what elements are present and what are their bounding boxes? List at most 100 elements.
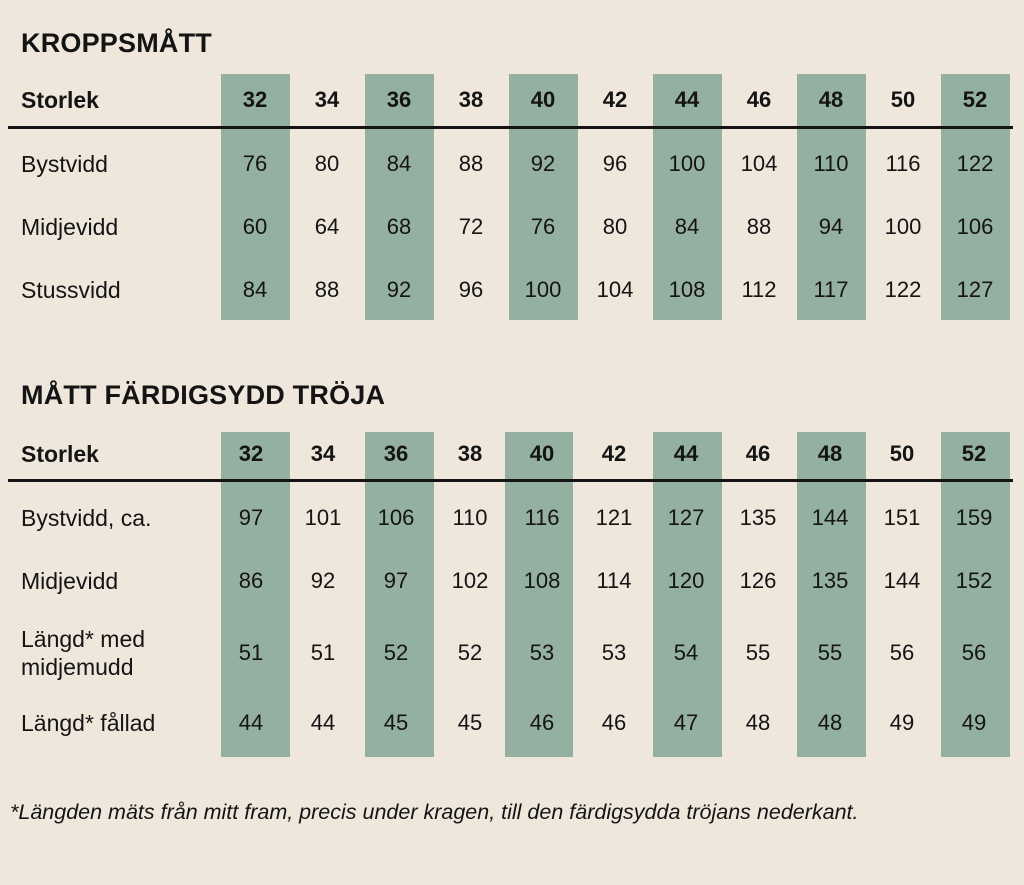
table-row: Bystvidd 76 80 84 88 92 96 100 104 110 1…	[0, 144, 1024, 184]
column-shade	[365, 74, 434, 320]
table-cell: 97	[383, 568, 409, 593]
table-cell: 117	[813, 277, 849, 302]
table-cell: 127	[667, 505, 705, 530]
table-cell: 56	[889, 640, 915, 665]
column-shade	[941, 432, 1010, 757]
table-cell: 44	[238, 710, 264, 735]
table-cell: 76	[242, 151, 268, 176]
header-label: Storlek	[21, 87, 99, 113]
table-cell: 88	[746, 214, 772, 239]
size-header: 44	[673, 441, 699, 466]
body-measurements-table: Storlek 32 34 36 38 40 42 44 46 48 50 52…	[0, 74, 1024, 320]
size-header: 34	[310, 441, 336, 466]
size-header: 46	[745, 441, 771, 466]
table-cell: 56	[961, 640, 987, 665]
table-cell: 144	[811, 505, 849, 530]
table-cell: 44	[310, 710, 336, 735]
row-label: Bystvidd, ca.	[21, 505, 152, 531]
header-divider	[8, 126, 1013, 129]
table-cell: 86	[238, 568, 264, 593]
header-label: Storlek	[21, 441, 99, 467]
column-shade	[941, 74, 1010, 320]
table-cell: 68	[386, 214, 412, 239]
table-cell: 97	[238, 505, 264, 530]
table-cell: 110	[452, 505, 488, 530]
table-cell: 144	[883, 568, 921, 593]
table-cell: 76	[530, 214, 556, 239]
size-header: 32	[238, 441, 264, 466]
column-shade	[653, 74, 722, 320]
table-cell: 72	[458, 214, 484, 239]
table-cell: 122	[884, 277, 922, 302]
table-cell: 108	[523, 568, 561, 593]
table-cell: 64	[314, 214, 340, 239]
table-cell: 106	[956, 214, 994, 239]
column-shade	[653, 432, 722, 757]
table-cell: 80	[602, 214, 628, 239]
table-cell: 114	[596, 568, 632, 593]
table-cell: 92	[530, 151, 556, 176]
table-cell: 60	[242, 214, 268, 239]
row-label: Stussvidd	[21, 277, 121, 303]
table-2-title: MÅTT FÄRDIGSYDD TRÖJA	[21, 380, 386, 410]
table-cell: 104	[740, 151, 778, 176]
table-cell: 110	[813, 151, 849, 176]
table-cell: 52	[457, 640, 483, 665]
table-cell: 126	[739, 568, 777, 593]
size-header: 50	[890, 87, 916, 112]
table-cell: 55	[817, 640, 843, 665]
size-header: 40	[530, 87, 556, 112]
table-cell: 127	[956, 277, 994, 302]
table-cell: 159	[955, 505, 993, 530]
column-shade	[365, 432, 434, 757]
table-cell: 122	[956, 151, 994, 176]
size-header: 48	[817, 441, 843, 466]
table-cell: 54	[673, 640, 699, 665]
table-cell: 48	[745, 710, 771, 735]
table-cell: 101	[304, 505, 342, 530]
column-shade	[797, 74, 866, 320]
table-cell: 55	[745, 640, 771, 665]
size-header: 38	[458, 87, 484, 112]
table-cell: 100	[884, 214, 922, 239]
size-header: 36	[386, 87, 412, 112]
row-label: Midjevidd	[21, 214, 119, 240]
column-shade	[509, 74, 578, 320]
table-cell: 53	[529, 640, 555, 665]
table-row: Stussvidd 84 88 92 96 100 104 108 112 11…	[0, 270, 1024, 310]
table-cell: 47	[673, 710, 699, 735]
header-divider	[8, 479, 1013, 482]
table-cell: 92	[386, 277, 412, 302]
table-cell: 88	[314, 277, 340, 302]
size-header: 48	[818, 87, 844, 112]
column-shade	[221, 74, 290, 320]
size-header: 46	[746, 87, 772, 112]
column-shade	[797, 432, 866, 757]
table-cell: 152	[955, 568, 993, 593]
row-label: Midjevidd	[21, 568, 119, 594]
size-header: 36	[383, 441, 409, 466]
table-cell: 106	[377, 505, 415, 530]
size-header: 34	[314, 87, 340, 112]
table-row: Längd* fållad 44 44 45 45 46 46 47 48 48…	[0, 703, 1024, 743]
table-cell: 135	[811, 568, 849, 593]
table-cell: 80	[314, 151, 340, 176]
column-shade	[505, 432, 573, 757]
table-cell: 94	[818, 214, 844, 239]
table-cell: 100	[524, 277, 562, 302]
table-row: Midjevidd 60 64 68 72 76 80 84 88 94 100…	[0, 207, 1024, 247]
table-cell: 52	[383, 640, 409, 665]
table-cell: 151	[883, 505, 921, 530]
table-cell: 108	[668, 277, 706, 302]
size-header: 42	[601, 441, 627, 466]
finished-garment-table: Storlek 32 34 36 38 40 42 44 46 48 50 52…	[0, 432, 1024, 757]
table-cell: 112	[741, 277, 777, 302]
table-cell: 135	[739, 505, 777, 530]
header-row: Storlek 32 34 36 38 40 42 44 46 48 50 52	[0, 80, 1024, 120]
table-cell: 100	[668, 151, 706, 176]
size-header: 40	[529, 441, 555, 466]
table-row: Midjevidd 86 92 97 102 108 114 120 126 1…	[0, 561, 1024, 601]
table-cell: 88	[458, 151, 484, 176]
table-cell: 49	[889, 710, 915, 735]
size-header: 50	[889, 441, 915, 466]
